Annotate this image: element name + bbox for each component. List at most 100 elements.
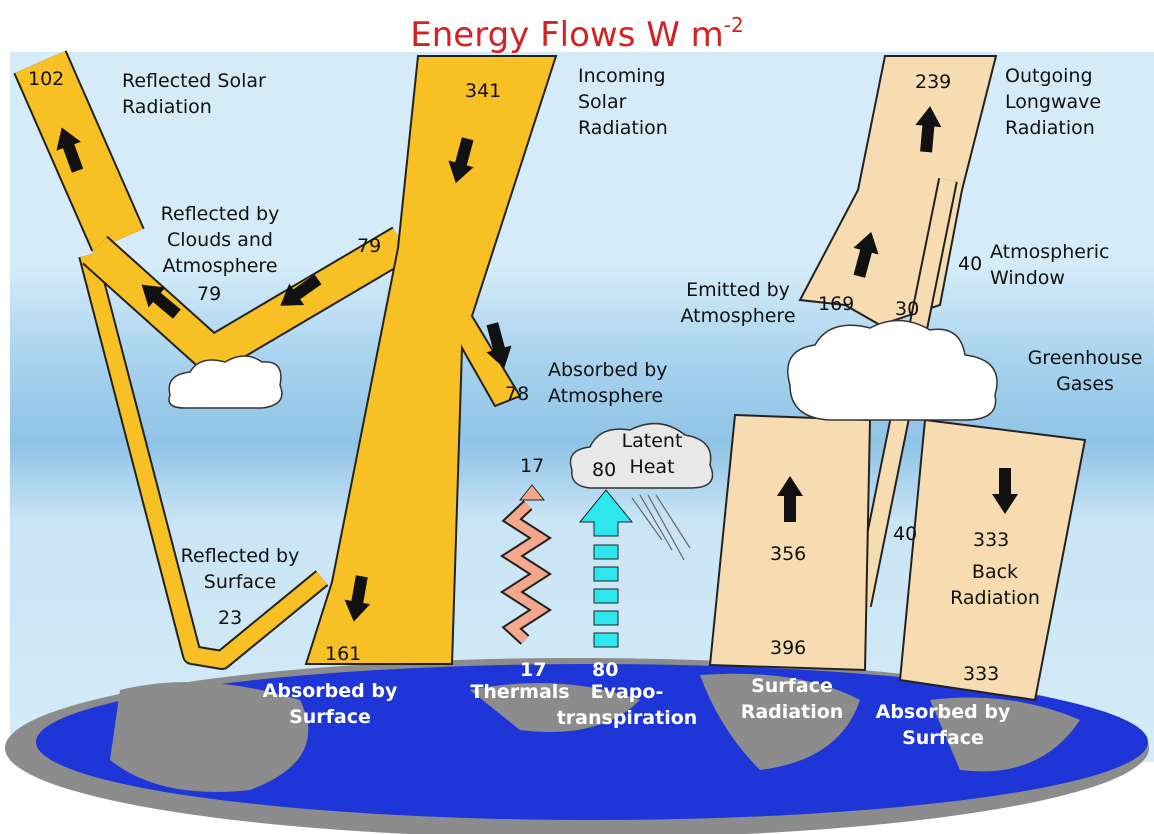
- title: Energy Flows W m-2: [410, 13, 743, 55]
- back-radiation-band: [898, 418, 1087, 702]
- label-line: Absorbed by: [876, 701, 1011, 723]
- label: Evapo-transpiration: [557, 681, 698, 729]
- label-line: Surface: [902, 727, 984, 749]
- title-superscript: -2: [724, 13, 744, 37]
- label-line: Radiation: [122, 96, 212, 118]
- label-line: Radiation: [578, 117, 668, 139]
- value-label: 102: [28, 68, 64, 90]
- label-line: Thermals: [470, 681, 569, 703]
- value-label: 40: [958, 253, 982, 275]
- thermals-head: [518, 484, 546, 501]
- label-line: Gases: [1056, 373, 1114, 395]
- reflected-band: [15, 51, 143, 251]
- arrow: [344, 575, 371, 622]
- label: Absorbed by Surface: [876, 701, 1011, 749]
- label-line: Reflected by: [161, 203, 280, 225]
- value-label: 79: [357, 235, 381, 257]
- solar-bands: [13, 50, 412, 670]
- incoming-band: [304, 55, 558, 665]
- label: Absorbed by Atmosphere: [548, 359, 668, 407]
- label: Absorbed by Surface: [263, 680, 398, 728]
- label: Greenhouse Gases: [1028, 347, 1143, 395]
- label-line: Heat: [629, 456, 674, 478]
- arrow: [853, 231, 879, 278]
- arrow: [280, 274, 322, 306]
- label-line: Solar: [578, 91, 627, 113]
- label-line: Absorbed by: [263, 680, 398, 702]
- label-line: Surface: [204, 571, 276, 593]
- evaporation-bars: [593, 544, 619, 648]
- thermals: [503, 501, 549, 644]
- label-line: Reflected Solar: [122, 70, 266, 92]
- label-line: Absorbed by: [548, 359, 668, 381]
- value-label: 23: [218, 607, 242, 629]
- continents: [110, 673, 1080, 792]
- evaporation-arrow: [578, 489, 634, 537]
- arrows: [56, 106, 1018, 622]
- label-line: Atmospheric: [990, 241, 1109, 263]
- label: Incoming Solar Radiation: [578, 65, 668, 139]
- label-line: Greenhouse: [1028, 347, 1143, 369]
- label: Reflected Solar Radiation: [122, 70, 266, 118]
- label-line: Longwave: [1005, 91, 1101, 113]
- label: Reflected by Surface: [181, 545, 300, 593]
- label: Back Radiation: [950, 561, 1040, 609]
- value-label: 161: [325, 643, 361, 665]
- ocean: [36, 664, 1148, 820]
- arrow: [915, 106, 942, 153]
- value-label: 239: [915, 71, 951, 93]
- label-line: Radiation: [950, 587, 1040, 609]
- rain: [631, 494, 691, 561]
- label: Surface Radiation: [741, 675, 844, 723]
- value-label: 17: [520, 659, 546, 681]
- label-line: Surface: [289, 706, 371, 728]
- value-label: 40: [893, 523, 917, 545]
- value-label: 78: [505, 383, 529, 405]
- label-line: transpiration: [557, 707, 698, 729]
- value-label: 333: [973, 529, 1009, 551]
- label-line: Atmosphere: [680, 305, 795, 327]
- value-label: 333: [963, 663, 999, 685]
- title-text: Energy Flows W m: [410, 15, 724, 55]
- label-line: Outgoing: [1005, 65, 1093, 87]
- label-line: Reflected by: [181, 545, 300, 567]
- value-label: 341: [465, 80, 501, 102]
- arrow: [777, 476, 803, 522]
- label-line: Radiation: [741, 701, 844, 723]
- label-line: Emitted by: [686, 279, 790, 301]
- label: Emitted by Atmosphere: [680, 279, 795, 327]
- surface-band: [80, 252, 328, 668]
- cloud-band: [83, 228, 411, 372]
- label: Reflected by Clouds and Atmosphere: [161, 203, 280, 277]
- label-line: Evapo-: [591, 681, 664, 703]
- arrow: [56, 127, 84, 173]
- value-label: 80: [592, 659, 618, 681]
- label-line: Surface: [751, 675, 833, 697]
- label: Outgoing Longwave Radiation: [1005, 65, 1101, 139]
- label-line: Radiation: [1005, 117, 1095, 139]
- value-label: 80: [592, 459, 616, 481]
- arrow: [448, 137, 474, 184]
- clouds: [168, 319, 998, 489]
- label-line: Latent: [622, 430, 683, 452]
- label: Thermals: [470, 681, 569, 703]
- label-line: Back: [972, 561, 1018, 583]
- arrow: [141, 284, 181, 319]
- value-label: 79: [197, 283, 221, 305]
- rain-cloud: [569, 422, 714, 489]
- cloud: [787, 319, 998, 421]
- value-label: 17: [520, 455, 544, 477]
- labels: Reflected Solar Radiation Incoming Solar Rad…: [28, 65, 1142, 749]
- value-label: 396: [770, 637, 806, 659]
- value-label: 30: [895, 298, 919, 320]
- value-label: 169: [818, 293, 854, 315]
- label-line: Atmosphere: [162, 255, 277, 277]
- label-line: Incoming: [578, 65, 666, 87]
- label: Latent Heat: [622, 430, 683, 478]
- arrow: [486, 322, 512, 369]
- label-line: Atmosphere: [548, 385, 663, 407]
- label: Atmospheric Window: [990, 241, 1109, 289]
- arrow: [992, 468, 1018, 514]
- cloud: [168, 355, 283, 409]
